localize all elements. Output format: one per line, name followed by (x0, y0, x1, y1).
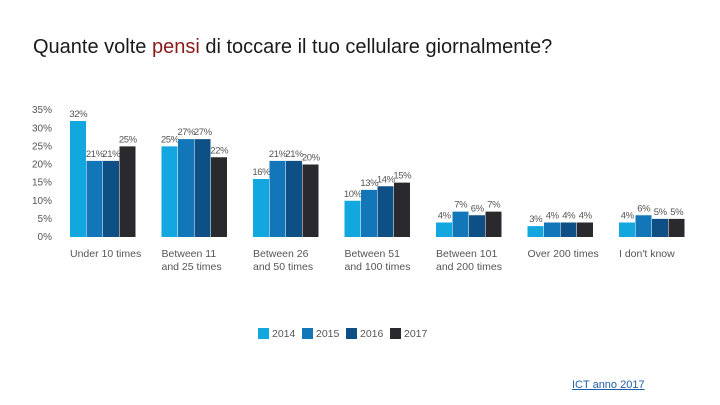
data-label: 3% (529, 214, 543, 225)
data-label: 16% (252, 167, 271, 178)
bar-2016 (103, 160, 119, 237)
data-label: 6% (637, 203, 651, 214)
bar-2017 (577, 222, 593, 237)
data-label: 25% (119, 134, 138, 145)
bar-2015 (86, 160, 103, 237)
bar-2017 (394, 182, 410, 237)
data-label: 7% (487, 200, 501, 211)
category-label: Between 101 (436, 248, 497, 260)
data-label: 7% (454, 200, 468, 211)
bar-2015 (635, 215, 652, 237)
category-label: and 200 times (436, 261, 502, 273)
data-label: 20% (302, 153, 321, 164)
bar-2014 (70, 121, 86, 237)
bar-chart: 0%5%10%15%20%25%30%35% 32%21%21%25%Under … (32, 105, 685, 340)
category-label: Under 10 times (70, 248, 141, 260)
data-label: 22% (210, 145, 229, 156)
data-label: 6% (471, 203, 485, 214)
bar-2014 (161, 146, 178, 237)
title-start: Quante volte (33, 36, 152, 58)
legend-swatch-2016 (346, 328, 357, 339)
data-label: 32% (69, 109, 88, 120)
bar-2017 (302, 164, 319, 237)
data-label: 5% (654, 207, 668, 218)
slide-title: Quante volte pensi di toccare il tuo cel… (33, 36, 552, 59)
bar-2016 (194, 139, 211, 237)
bar-2017 (668, 218, 685, 237)
data-label: 21% (86, 149, 105, 160)
data-label: 4% (438, 211, 452, 222)
bar-2017 (485, 211, 502, 237)
data-label: 4% (562, 211, 576, 222)
category-label: Over 200 times (528, 248, 599, 260)
bar-2016 (652, 218, 668, 237)
legend-label: 2014 (272, 328, 296, 340)
data-label: 21% (269, 149, 288, 160)
y-tick-label: 30% (32, 123, 52, 134)
title-highlight: pensi (151, 36, 200, 58)
y-tick-label: 35% (32, 105, 52, 116)
bar-2016 (560, 222, 577, 237)
y-tick-label: 5% (38, 214, 53, 225)
bar-2015 (178, 139, 194, 237)
y-tick-label: 20% (32, 160, 52, 171)
bar-2014 (619, 222, 635, 237)
y-tick-label: 15% (32, 178, 52, 189)
category-label: Between 11 (162, 248, 217, 260)
bar-2014 (344, 200, 361, 237)
data-label: 4% (546, 211, 560, 222)
bar-2015 (544, 222, 560, 237)
data-label: 27% (177, 127, 196, 138)
bar-2014 (253, 179, 269, 237)
data-label: 13% (360, 178, 379, 189)
legend-swatch-2017 (390, 328, 401, 339)
bar-2015 (361, 189, 377, 237)
category-label: Between 51 (345, 248, 401, 260)
bar-2014 (436, 222, 452, 237)
data-label: 25% (161, 134, 180, 145)
data-label: 4% (579, 211, 593, 222)
legend-label: 2015 (316, 328, 340, 340)
bar-2016 (286, 160, 302, 237)
bar-2016 (377, 186, 394, 237)
data-label: 27% (194, 127, 213, 138)
data-label: 15% (393, 171, 412, 182)
bar-2017 (211, 157, 227, 237)
category-label: and 50 times (253, 261, 313, 273)
bar-2015 (452, 211, 469, 237)
data-label: 14% (377, 174, 396, 185)
y-tick-label: 0% (38, 232, 53, 243)
legend-label: 2017 (404, 328, 428, 340)
data-label: 4% (621, 211, 635, 222)
bar-2014 (527, 226, 544, 237)
data-label: 10% (344, 189, 363, 200)
category-label: and 25 times (162, 261, 222, 273)
y-tick-label: 25% (32, 141, 52, 152)
bar-2017 (119, 146, 136, 237)
bar-2015 (269, 160, 286, 237)
bar-2016 (469, 215, 485, 237)
category-label: Between 26 (253, 248, 309, 260)
y-tick-label: 10% (32, 196, 52, 207)
category-label: and 100 times (345, 261, 411, 273)
data-label: 21% (285, 149, 304, 160)
data-label: 21% (102, 149, 121, 160)
data-label: 5% (670, 207, 684, 218)
legend-swatch-2015 (302, 328, 313, 339)
title-end: di toccare il tuo cellulare giornalmente… (199, 36, 553, 58)
category-label: I don't know (619, 248, 675, 260)
legend-label: 2016 (360, 328, 384, 340)
source-link[interactable]: ICT anno 2017 (572, 379, 645, 391)
legend-swatch-2014 (258, 328, 269, 339)
